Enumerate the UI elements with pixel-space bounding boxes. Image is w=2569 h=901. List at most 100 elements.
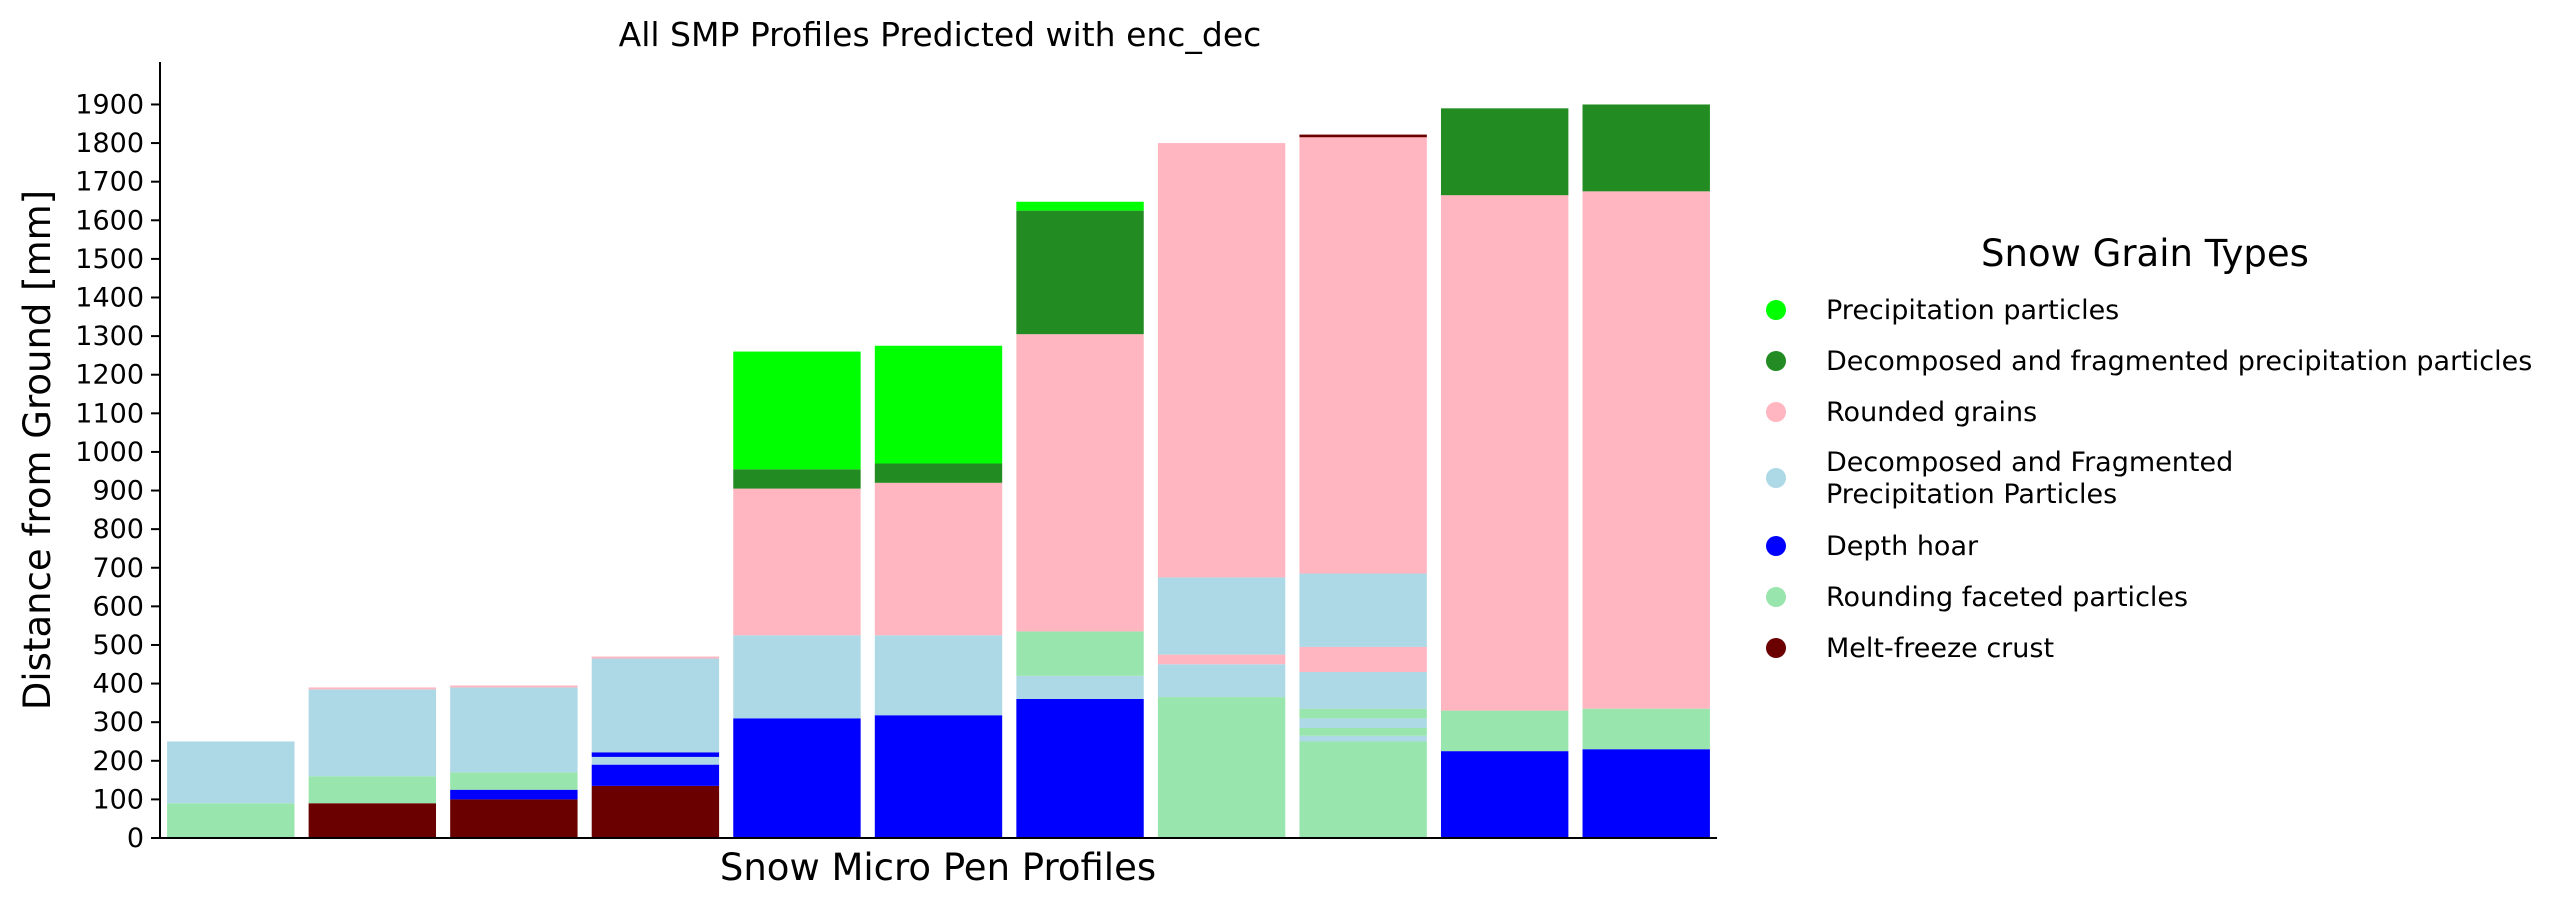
bar-segment-dh	[1582, 749, 1710, 838]
legend-item-mf: Melt-freeze crust	[1766, 633, 2054, 664]
bar-segment-df	[167, 741, 295, 804]
legend-marker	[1766, 351, 1786, 371]
y-tick-label: 500	[92, 630, 144, 661]
bar-segment-rg	[733, 488, 861, 636]
y-tick-label: 1300	[75, 321, 144, 352]
bar-segment-rg	[1299, 646, 1427, 672]
bar-segment-df	[591, 658, 720, 753]
bar-segment-df	[308, 689, 437, 777]
bar-segment-rf	[1157, 697, 1286, 838]
y-tick-label: 300	[92, 707, 144, 738]
bar-segment-pp	[874, 345, 1003, 464]
bar-segment-rg	[1157, 143, 1286, 578]
y-tick-label: 1800	[75, 128, 144, 159]
legend-item-rg: Rounded grains	[1766, 397, 2037, 428]
bar-segment-rf	[167, 803, 295, 838]
bar-segment-dh	[1440, 751, 1569, 838]
bar-segment-dh	[733, 718, 861, 838]
bar-segment-df	[1016, 675, 1144, 700]
bar-segment-rg	[874, 482, 1003, 636]
bar-segment-rg	[591, 656, 720, 659]
bar-segment-rf	[1299, 708, 1427, 719]
bar-segment-rf	[1582, 708, 1710, 750]
bar-segment-rf	[450, 772, 578, 790]
legend-title: Snow Grain Types	[1981, 232, 2309, 275]
bar-segment-dh	[450, 789, 578, 800]
profile-bar	[1299, 134, 1427, 838]
bar-segment-dfpp	[874, 463, 1003, 483]
y-tick-label: 600	[92, 591, 144, 622]
bar-segment-dfpp	[1440, 108, 1569, 196]
bar-segment-df	[1299, 735, 1427, 742]
legend-item-pp: Precipitation particles	[1766, 295, 2119, 326]
bar-segment-df	[1157, 577, 1286, 655]
bar-segment-rg	[1299, 137, 1427, 574]
bar-segment-mf	[1299, 134, 1427, 138]
y-tick-label: 200	[92, 746, 144, 777]
legend-label: Decomposed and fragmented precipitation …	[1826, 346, 2532, 377]
bar-segment-rg	[1440, 195, 1569, 711]
legend-label: Depth hoar	[1826, 531, 1979, 562]
legend-label: Melt-freeze crust	[1826, 633, 2054, 664]
profile-bar	[1016, 201, 1144, 838]
y-axis-label: Distance from Ground [mm]	[16, 190, 59, 710]
profile-bar	[167, 741, 295, 838]
plot-area	[167, 104, 1710, 838]
bar-segment-rf	[1299, 727, 1427, 736]
y-tick-label: 100	[92, 784, 144, 815]
legend-item-dfpp: Decomposed and fragmented precipitation …	[1766, 346, 2532, 377]
profile-bar	[1582, 104, 1710, 838]
y-tick-label: 800	[92, 514, 144, 545]
legend-item-rf: Rounding faceted particles	[1766, 582, 2188, 613]
profile-bar	[450, 685, 578, 838]
profile-bar	[1440, 108, 1569, 838]
bar-segment-rf	[1016, 631, 1144, 676]
y-tick-label: 900	[92, 476, 144, 507]
bar-segment-dh	[874, 715, 1003, 838]
chart-title: All SMP Profiles Predicted with enc_dec	[619, 15, 1262, 54]
bar-segment-pp	[733, 351, 861, 470]
bar-segment-rg	[308, 687, 437, 690]
bar-segment-rf	[1299, 741, 1427, 838]
bar-segment-df	[1299, 671, 1427, 709]
y-tick-label: 0	[127, 823, 144, 854]
profile-bar	[591, 656, 720, 838]
y-tick-label: 1900	[75, 89, 144, 120]
bar-segment-rg	[1157, 654, 1286, 665]
legend-label: Precipitation Particles	[1826, 479, 2117, 510]
bar-segment-df	[450, 687, 578, 773]
bar-segment-df	[1299, 573, 1427, 647]
bar-segment-df	[733, 635, 861, 719]
y-tick-label: 700	[92, 553, 144, 584]
legend-label: Precipitation particles	[1826, 295, 2119, 326]
profile-bar	[733, 351, 861, 838]
y-tick-label: 1500	[75, 244, 144, 275]
y-tick-label: 1200	[75, 360, 144, 391]
bar-segment-dh	[591, 764, 720, 786]
bar-segment-dh	[1016, 699, 1144, 838]
profile-bar	[1157, 143, 1286, 838]
bar-segment-df	[591, 756, 720, 765]
y-tick-label: 1400	[75, 283, 144, 314]
bar-segment-rg	[1016, 334, 1144, 632]
y-tick-label: 400	[92, 669, 144, 700]
legend-marker	[1766, 402, 1786, 422]
bar-segment-dh	[591, 752, 720, 757]
bar-segment-dfpp	[1016, 210, 1144, 335]
bar-segment-rf	[1440, 710, 1569, 752]
y-tick-label: 1100	[75, 398, 144, 429]
y-tick-label: 1000	[75, 437, 144, 468]
legend-label: Decomposed and Fragmented	[1826, 447, 2233, 478]
bar-segment-pp	[1016, 201, 1144, 211]
legend-marker	[1766, 468, 1786, 488]
y-axis: 0 100 200 300 400 500 600 700 800 900 1000 1100 1200…	[75, 89, 160, 854]
bar-segment-df	[1299, 718, 1427, 728]
y-tick-label: 1700	[75, 167, 144, 198]
legend-marker	[1766, 536, 1786, 556]
bar-segment-df	[874, 635, 1003, 716]
bar-segment-mf	[591, 785, 720, 838]
profile-bar	[308, 687, 437, 838]
bar-segment-rg	[450, 685, 578, 688]
legend-item-dh: Depth hoar	[1766, 531, 1979, 562]
